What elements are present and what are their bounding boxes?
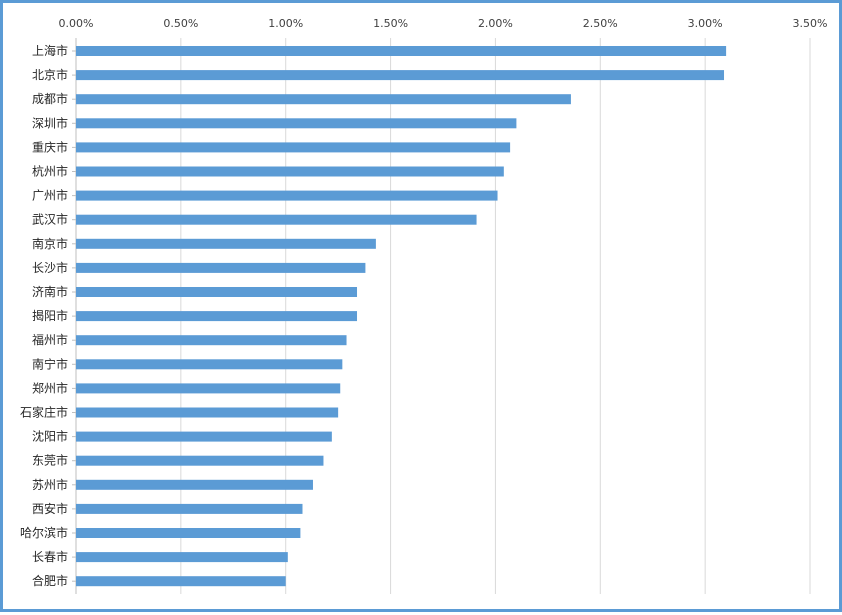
bar (76, 142, 511, 153)
category-label: 福州市 (32, 332, 68, 347)
bar (76, 359, 343, 370)
bar (76, 455, 324, 466)
category-label: 西安市 (32, 501, 68, 516)
bar (76, 552, 288, 563)
category-label: 苏州市 (32, 477, 68, 492)
bar-chart: 0.00% 0.50% 1.00% 1.50% 2.00% 2.50% 3.00% 3.50%… (20, 17, 828, 594)
bar (76, 70, 725, 81)
bar (76, 311, 358, 322)
category-label: 重庆市 (32, 139, 68, 154)
category-label: 杭州市 (32, 164, 68, 179)
category-label: 石家庄市 (20, 405, 68, 420)
bar (76, 190, 498, 201)
bar (76, 214, 477, 225)
bar (76, 335, 347, 346)
bar (76, 94, 571, 105)
bars (76, 46, 727, 587)
category-label: 合肥市 (32, 573, 68, 588)
bar (76, 503, 303, 514)
bar (76, 576, 286, 587)
category-label: 武汉市 (32, 212, 68, 227)
bar (76, 383, 341, 394)
category-label: 上海市 (32, 43, 68, 58)
x-tick-label: 0.00% (59, 17, 94, 30)
x-tick-label: 2.50% (583, 17, 618, 30)
category-label: 沈阳市 (32, 429, 68, 444)
x-tick-label: 1.00% (268, 17, 303, 30)
bar (76, 528, 301, 538)
category-label: 北京市 (32, 67, 68, 82)
category-label: 揭阳市 (32, 308, 68, 323)
bar (76, 262, 366, 273)
category-label: 长沙市 (32, 260, 68, 275)
category-label: 南京市 (32, 236, 68, 251)
bar (76, 46, 727, 56)
category-label: 成都市 (32, 91, 68, 106)
x-tick-label: 3.50% (793, 17, 828, 30)
category-label: 哈尔滨市 (20, 525, 68, 540)
x-tick-label: 1.50% (373, 17, 408, 30)
category-label: 广州市 (32, 188, 68, 203)
category-axis: 上海市北京市成都市深圳市重庆市杭州市广州市武汉市南京市长沙市济南市揭阳市福州市南… (20, 43, 76, 588)
category-label: 长春市 (32, 549, 68, 564)
bar (76, 431, 332, 442)
bar (76, 118, 517, 129)
bar (76, 479, 313, 490)
bar (76, 407, 339, 418)
category-label: 深圳市 (32, 115, 68, 130)
category-label: 南宁市 (32, 356, 68, 371)
category-label: 济南市 (32, 284, 68, 299)
x-tick-label: 2.00% (478, 17, 513, 30)
category-label: 郑州市 (32, 380, 68, 395)
category-label: 东莞市 (32, 453, 68, 468)
bar (76, 287, 358, 297)
bar (76, 238, 376, 249)
x-tick-label: 3.00% (688, 17, 723, 30)
x-axis: 0.00% 0.50% 1.00% 1.50% 2.00% 2.50% 3.00% 3.50% (59, 17, 828, 30)
bar (76, 166, 504, 177)
x-tick-label: 0.50% (163, 17, 198, 30)
